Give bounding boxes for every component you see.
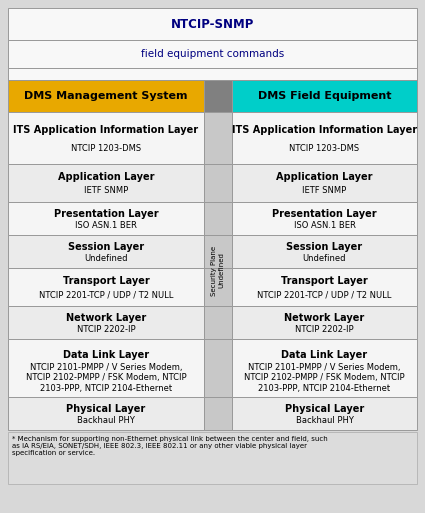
Bar bbox=[8, 112, 204, 164]
Text: Network Layer: Network Layer bbox=[66, 312, 146, 323]
Text: ISO ASN.1 BER: ISO ASN.1 BER bbox=[75, 221, 137, 230]
Bar bbox=[232, 80, 417, 112]
Text: Undefined: Undefined bbox=[303, 253, 346, 263]
Bar bbox=[8, 235, 204, 268]
Text: NTCIP 2201-TCP / UDP / T2 NULL: NTCIP 2201-TCP / UDP / T2 NULL bbox=[257, 290, 392, 299]
Bar bbox=[204, 339, 232, 397]
Bar bbox=[8, 164, 204, 202]
Text: IETF SNMP: IETF SNMP bbox=[302, 186, 347, 195]
Text: Security Plane
Undefined: Security Plane Undefined bbox=[212, 245, 224, 295]
Bar bbox=[8, 306, 204, 339]
Text: ITS Application Information Layer: ITS Application Information Layer bbox=[232, 125, 417, 135]
Text: Data Link Layer: Data Link Layer bbox=[63, 350, 149, 360]
Bar bbox=[232, 339, 417, 397]
Bar bbox=[204, 235, 232, 268]
Bar bbox=[232, 306, 417, 339]
Text: Presentation Layer: Presentation Layer bbox=[54, 209, 158, 219]
Bar bbox=[8, 8, 417, 40]
Text: NTCIP 2101-PMPP / V Series Modem,
NTCIP 2102-PMPP / FSK Modem, NTCIP
2103-PPP, N: NTCIP 2101-PMPP / V Series Modem, NTCIP … bbox=[26, 363, 186, 393]
Text: Backhaul PHY: Backhaul PHY bbox=[77, 416, 135, 425]
Bar bbox=[204, 202, 232, 235]
Text: NTCIP 2201-TCP / UDP / T2 NULL: NTCIP 2201-TCP / UDP / T2 NULL bbox=[39, 290, 173, 299]
Text: ITS Application Information Layer: ITS Application Information Layer bbox=[14, 125, 198, 135]
Text: field equipment commands: field equipment commands bbox=[141, 49, 284, 59]
Bar bbox=[204, 268, 232, 306]
Text: Transport Layer: Transport Layer bbox=[281, 277, 368, 286]
Text: Application Layer: Application Layer bbox=[58, 172, 154, 182]
Text: Network Layer: Network Layer bbox=[284, 312, 365, 323]
Text: Physical Layer: Physical Layer bbox=[66, 404, 146, 413]
Bar bbox=[232, 268, 417, 306]
Bar bbox=[8, 202, 204, 235]
Text: NTCIP 1203-DMS: NTCIP 1203-DMS bbox=[289, 144, 360, 153]
Text: Session Layer: Session Layer bbox=[286, 242, 363, 251]
Bar bbox=[8, 432, 417, 484]
Text: NTCIP 1203-DMS: NTCIP 1203-DMS bbox=[71, 144, 141, 153]
Text: Backhaul PHY: Backhaul PHY bbox=[295, 416, 354, 425]
Bar bbox=[8, 40, 417, 68]
Bar bbox=[232, 112, 417, 164]
Bar bbox=[8, 68, 417, 80]
Text: NTCIP 2101-PMPP / V Series Modem,
NTCIP 2102-PMPP / FSK Modem, NTCIP
2103-PPP, N: NTCIP 2101-PMPP / V Series Modem, NTCIP … bbox=[244, 363, 405, 393]
Text: Application Layer: Application Layer bbox=[276, 172, 373, 182]
Text: DMS Management System: DMS Management System bbox=[24, 91, 188, 101]
Bar bbox=[8, 397, 204, 430]
Bar bbox=[232, 202, 417, 235]
Text: NTCIP-SNMP: NTCIP-SNMP bbox=[171, 17, 254, 30]
Text: Presentation Layer: Presentation Layer bbox=[272, 209, 377, 219]
Bar bbox=[204, 112, 232, 164]
Text: Data Link Layer: Data Link Layer bbox=[281, 350, 368, 360]
Bar bbox=[204, 164, 232, 202]
Text: Undefined: Undefined bbox=[84, 253, 128, 263]
Text: IETF SNMP: IETF SNMP bbox=[84, 186, 128, 195]
Bar bbox=[204, 397, 232, 430]
Text: NTCIP 2202-IP: NTCIP 2202-IP bbox=[295, 325, 354, 333]
Bar bbox=[232, 235, 417, 268]
Text: Physical Layer: Physical Layer bbox=[285, 404, 364, 413]
Bar bbox=[232, 397, 417, 430]
Bar bbox=[232, 164, 417, 202]
Text: Session Layer: Session Layer bbox=[68, 242, 144, 251]
Bar bbox=[8, 80, 204, 112]
Bar bbox=[204, 306, 232, 339]
Bar bbox=[8, 268, 204, 306]
Text: ISO ASN.1 BER: ISO ASN.1 BER bbox=[294, 221, 355, 230]
Text: DMS Field Equipment: DMS Field Equipment bbox=[258, 91, 391, 101]
Bar bbox=[204, 80, 232, 112]
Text: Transport Layer: Transport Layer bbox=[62, 277, 149, 286]
Text: * Mechanism for supporting non-Ethernet physical link between the center and fie: * Mechanism for supporting non-Ethernet … bbox=[12, 436, 328, 456]
Bar bbox=[8, 339, 204, 397]
Text: NTCIP 2202-IP: NTCIP 2202-IP bbox=[76, 325, 135, 333]
